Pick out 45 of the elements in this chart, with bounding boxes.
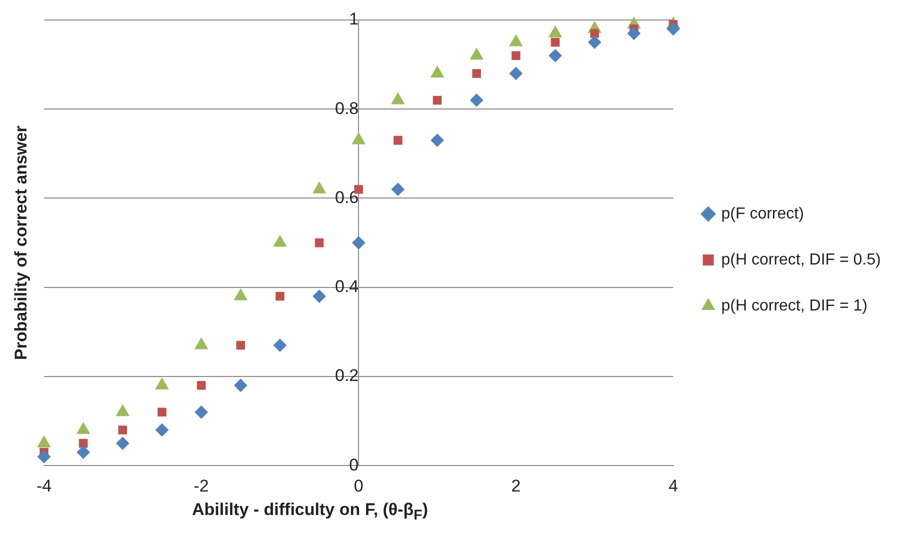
- point: [512, 51, 520, 60]
- point: [234, 378, 248, 392]
- point: [352, 236, 366, 250]
- point: [430, 134, 444, 147]
- point: [158, 408, 166, 417]
- point: [38, 450, 50, 464]
- y-tick-label: 0: [349, 455, 359, 474]
- point: [196, 381, 206, 390]
- y-tick-label: 0.2: [334, 366, 359, 386]
- point: [276, 292, 284, 301]
- point: [391, 182, 404, 196]
- x-tick-label: -4: [36, 476, 52, 496]
- point: [470, 94, 484, 107]
- y-tick-label: 1: [349, 10, 359, 29]
- x-axis-title: Abililty - difficulty on F, (θ-β$_{F}$): [191, 500, 429, 524]
- point: [194, 406, 208, 419]
- point: [118, 426, 128, 434]
- point: [314, 238, 324, 248]
- point: [472, 69, 481, 78]
- point: [312, 290, 326, 303]
- point: [432, 96, 442, 105]
- x-tick-label: 4: [668, 476, 678, 496]
- point: [509, 66, 522, 80]
- point: [550, 38, 560, 47]
- point: [78, 438, 88, 448]
- point: [273, 338, 286, 352]
- y-tick-label: 0.8: [334, 98, 359, 118]
- legend-label: p(H correct, DIF = 1): [721, 297, 868, 314]
- x-tick-label: 2: [511, 476, 521, 496]
- legend-label: p(H correct, DIF = 0.5): [721, 251, 881, 268]
- y-axis-title: Probability of correct answer: [12, 125, 31, 360]
- point: [666, 22, 680, 36]
- point: [548, 49, 562, 62]
- point: [116, 436, 130, 450]
- point: [588, 36, 602, 49]
- point: [155, 423, 168, 436]
- point: [76, 446, 90, 459]
- point: [394, 136, 402, 145]
- point: [627, 26, 640, 40]
- point: [236, 340, 246, 350]
- y-tick-label: 0.6: [334, 188, 359, 207]
- legend-label: p(F correct): [721, 205, 804, 222]
- point: [590, 28, 599, 38]
- y-tick-label: 0.4: [334, 277, 359, 296]
- x-tick-label: -2: [194, 476, 209, 496]
